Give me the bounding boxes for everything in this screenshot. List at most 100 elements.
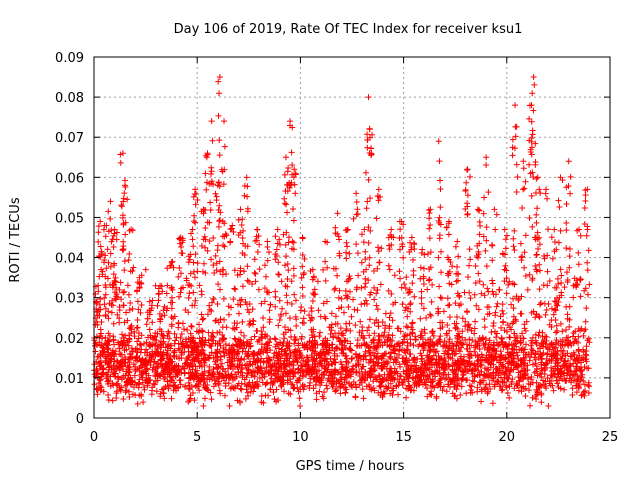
data-point	[234, 397, 241, 404]
data-point	[491, 347, 498, 354]
data-point	[478, 398, 485, 405]
data-point	[487, 351, 494, 358]
data-point	[522, 327, 529, 334]
data-point	[243, 338, 250, 345]
data-point	[573, 389, 580, 396]
data-point	[558, 376, 565, 383]
data-point	[478, 361, 485, 368]
data-point	[530, 347, 537, 354]
data-point	[583, 348, 590, 355]
data-point	[149, 387, 156, 394]
data-point	[134, 400, 141, 407]
data-point	[360, 332, 367, 339]
data-point	[579, 391, 586, 398]
data-point	[569, 392, 576, 399]
data-point	[521, 365, 528, 372]
data-point	[400, 368, 407, 375]
data-point	[249, 379, 256, 386]
data-point	[197, 339, 204, 346]
data-point	[561, 284, 568, 291]
data-point	[116, 315, 123, 322]
data-point	[195, 352, 202, 359]
data-point	[457, 392, 464, 399]
data-point	[191, 397, 198, 404]
data-point	[577, 364, 584, 371]
data-point	[342, 389, 349, 396]
data-point	[181, 344, 188, 351]
data-point	[546, 277, 553, 284]
data-point	[404, 342, 411, 349]
data-point	[575, 333, 582, 340]
data-point	[502, 364, 509, 371]
data-point	[522, 272, 529, 279]
data-point	[140, 399, 147, 406]
y-tick-label: 0	[76, 412, 84, 427]
data-point	[427, 382, 434, 389]
data-point	[287, 350, 294, 357]
data-point	[100, 365, 107, 372]
data-point	[358, 342, 365, 349]
data-point	[365, 347, 372, 354]
data-point	[224, 359, 231, 366]
data-point	[109, 397, 116, 404]
data-point	[105, 397, 112, 404]
data-point	[192, 370, 199, 377]
data-point	[129, 305, 136, 312]
data-point	[187, 338, 194, 345]
data-point	[254, 363, 261, 370]
data-point	[292, 336, 299, 343]
data-point	[538, 399, 545, 406]
data-point	[168, 313, 175, 320]
data-point	[519, 345, 526, 352]
data-point	[119, 331, 126, 338]
data-point	[478, 290, 485, 297]
data-point	[245, 392, 252, 399]
data-point	[580, 332, 587, 339]
data-point	[375, 372, 382, 379]
data-point	[249, 351, 256, 358]
data-point	[313, 396, 320, 403]
data-point	[394, 376, 401, 383]
data-point	[382, 383, 389, 390]
data-point	[378, 364, 385, 371]
data-point	[514, 382, 521, 389]
data-point	[179, 363, 186, 370]
data-point	[208, 396, 215, 403]
data-point	[163, 307, 170, 314]
data-point	[142, 361, 149, 368]
data-point	[563, 326, 570, 333]
data-point	[524, 376, 531, 383]
data-point	[399, 346, 406, 353]
data-point	[241, 356, 248, 363]
data-point	[138, 371, 145, 378]
data-point	[338, 350, 345, 357]
data-point	[251, 373, 258, 380]
data-point	[188, 334, 195, 341]
data-point	[354, 357, 361, 364]
data-point	[554, 328, 561, 335]
data-point	[468, 352, 475, 359]
data-point	[244, 370, 251, 377]
data-point	[494, 300, 501, 307]
data-point	[143, 361, 150, 368]
data-point	[481, 357, 488, 364]
data-point	[423, 314, 430, 321]
data-point	[279, 305, 286, 312]
data-point	[457, 301, 464, 308]
data-point	[161, 395, 168, 402]
data-point	[451, 383, 458, 390]
data-point	[252, 358, 259, 365]
data-point	[464, 309, 471, 316]
data-point	[118, 351, 125, 358]
data-point	[298, 355, 305, 362]
data-point	[270, 389, 277, 396]
data-point	[211, 270, 218, 277]
data-point	[204, 354, 211, 361]
data-point	[550, 368, 557, 375]
data-point	[239, 374, 246, 381]
data-point	[279, 342, 286, 349]
data-point	[246, 318, 253, 325]
data-point	[134, 324, 141, 331]
data-point	[341, 337, 348, 344]
data-point	[391, 272, 398, 279]
